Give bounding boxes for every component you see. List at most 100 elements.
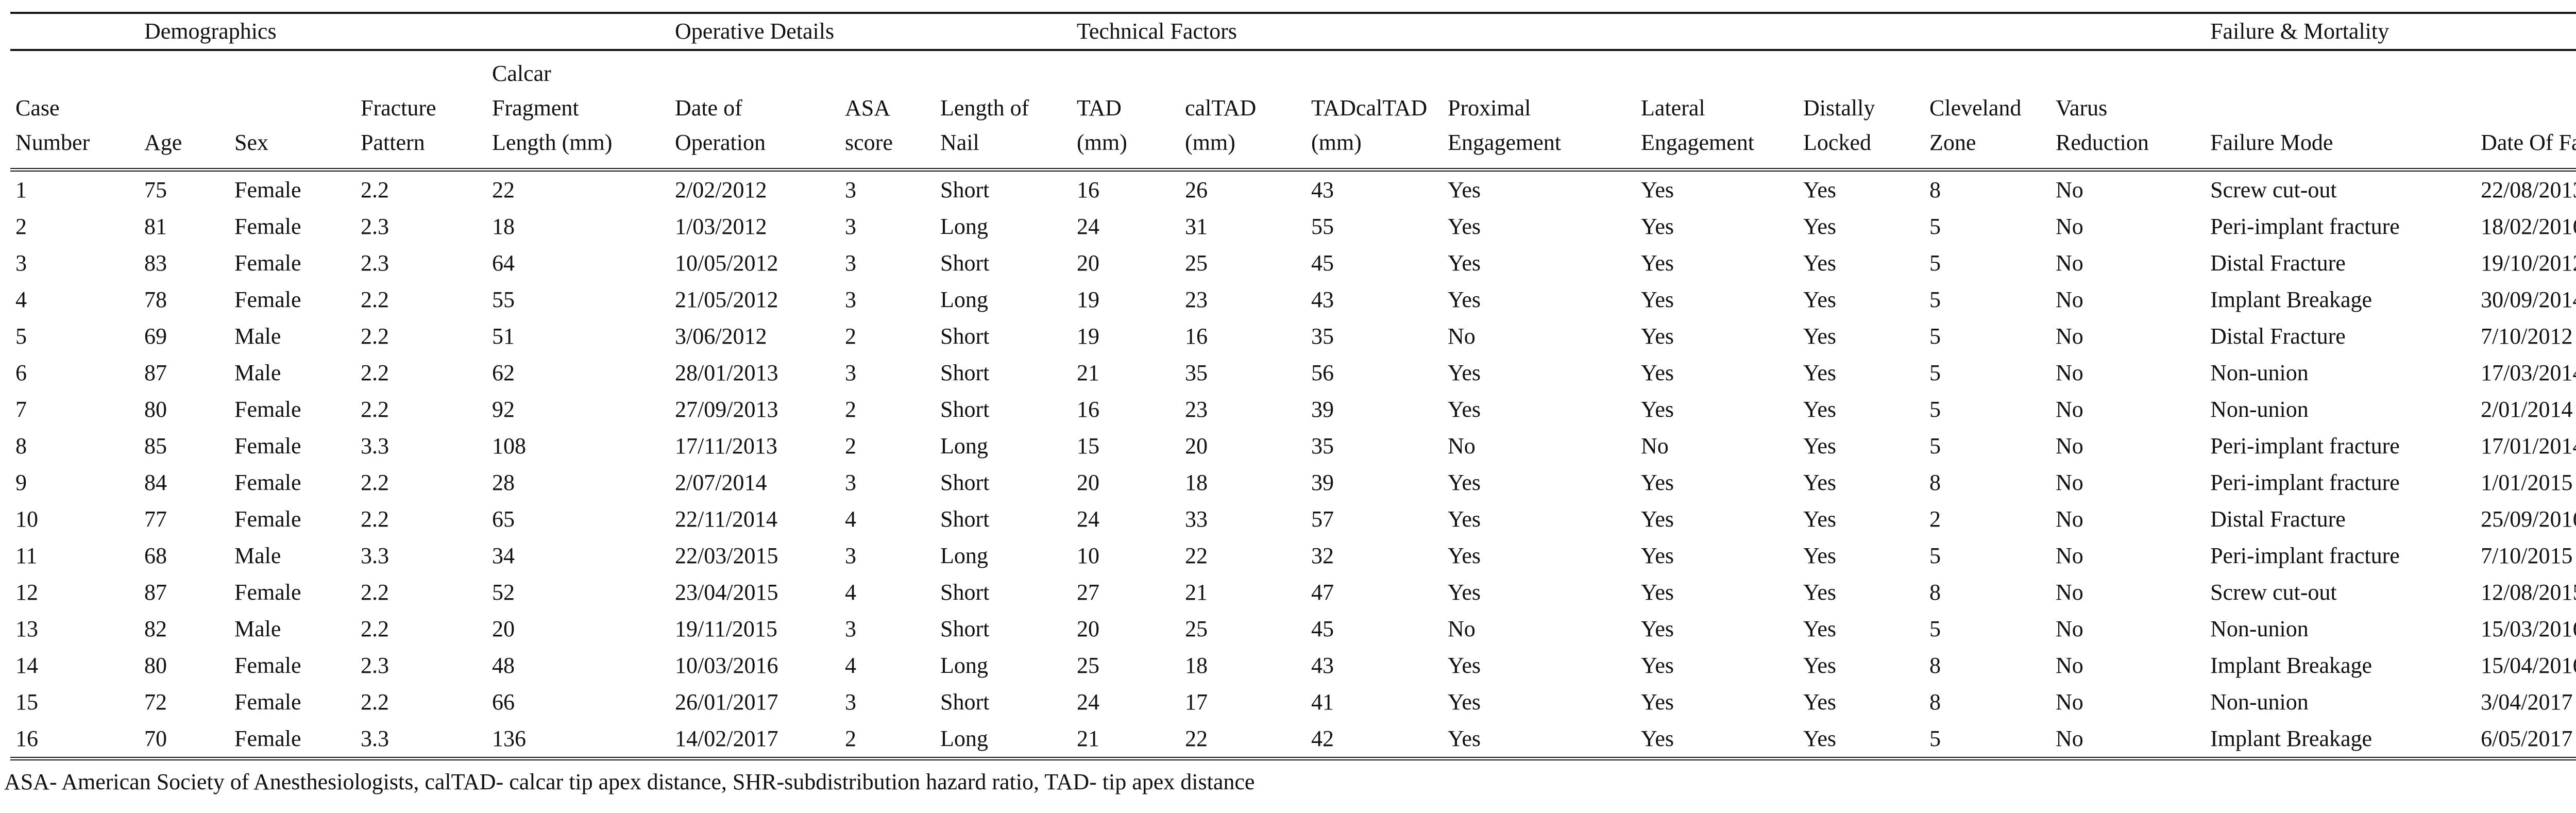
cell-date-of-operation: 19/11/2015 bbox=[675, 616, 777, 641]
table-row-case-8: 8 85 Female 3.3 108 17/11/2013 2 Long 15 20 35 No No… bbox=[10, 428, 2576, 464]
cell-case-number: 4 bbox=[15, 287, 27, 312]
table-row-case-7: 7 80 Female 2.2 92 27/09/2013 2 Short 16 23 39 Yes Y… bbox=[10, 391, 2576, 428]
column-header-case-number: Case Number bbox=[10, 50, 139, 172]
column-header-calcar-fragment-length-mm: Calcar Fragment Length (mm) bbox=[487, 50, 670, 172]
cell-cleveland-zone: 5 bbox=[1929, 433, 1941, 459]
cell-proximal-engagement: Yes bbox=[1448, 506, 1481, 532]
cell-failure-mode: Screw cut-out bbox=[2210, 177, 2337, 202]
cell-date-of-operation: 14/02/2017 bbox=[675, 726, 778, 751]
cell-date-of-failure: 12/08/2015 bbox=[2481, 580, 2576, 605]
cell-case-number: 14 bbox=[15, 653, 38, 678]
cell-tad-mm: 16 bbox=[1077, 177, 1100, 202]
cell-varus-reduction: No bbox=[2056, 580, 2083, 605]
cell-calcar-fragment-length-mm: 52 bbox=[492, 580, 515, 605]
cell-tadcaltad-mm: 41 bbox=[1311, 689, 1334, 715]
cell-fracture-pattern: 2.2 bbox=[361, 287, 389, 312]
cell-tad-mm: 25 bbox=[1077, 653, 1100, 678]
cell-calcar-fragment-length-mm: 64 bbox=[492, 250, 515, 276]
cell-case-number: 15 bbox=[15, 689, 38, 715]
cell-lateral-engagement: Yes bbox=[1641, 360, 1674, 385]
cell-sex: Female bbox=[234, 287, 301, 312]
cell-varus-reduction: No bbox=[2056, 360, 2083, 385]
cell-failure-mode: Non-union bbox=[2210, 689, 2309, 715]
cell-case-number: 2 bbox=[15, 214, 27, 239]
cell-calcar-fragment-length-mm: 18 bbox=[492, 214, 515, 239]
cell-varus-reduction: No bbox=[2056, 433, 2083, 459]
cell-date-of-operation: 10/05/2012 bbox=[675, 250, 778, 276]
cell-proximal-engagement: No bbox=[1448, 324, 1476, 349]
cell-length-of-nail: Short bbox=[940, 506, 990, 532]
cell-sex: Female bbox=[234, 506, 301, 532]
cell-failure-mode: Peri-implant fracture bbox=[2210, 543, 2400, 568]
cell-length-of-nail: Short bbox=[940, 324, 990, 349]
cell-date-of-failure: 18/02/2016 bbox=[2481, 214, 2576, 239]
cell-varus-reduction: No bbox=[2056, 177, 2083, 202]
cell-calcar-fragment-length-mm: 28 bbox=[492, 470, 515, 495]
cell-case-number: 1 bbox=[15, 177, 27, 202]
cell-proximal-engagement: Yes bbox=[1448, 580, 1481, 605]
cell-lateral-engagement: Yes bbox=[1641, 324, 1674, 349]
column-header-varus-reduction: Varus Reduction bbox=[2050, 50, 2206, 172]
column-header-sex: Sex bbox=[229, 50, 355, 172]
cell-tad-mm: 24 bbox=[1077, 689, 1100, 715]
cell-age: 81 bbox=[144, 214, 167, 239]
cell-lateral-engagement: Yes bbox=[1641, 177, 1674, 202]
table-row-case-13: 13 82 Male 2.2 20 19/11/2015 3 Short 20 25 45 No Yes… bbox=[10, 611, 2576, 647]
cell-tad-mm: 10 bbox=[1077, 543, 1100, 568]
cell-date-of-failure: 7/10/2015 bbox=[2481, 543, 2573, 568]
table-row-case-5: 5 69 Male 2.2 51 3/06/2012 2 Short 19 16 35 No Yes Ye… bbox=[10, 318, 2576, 354]
cell-calcar-fragment-length-mm: 34 bbox=[492, 543, 515, 568]
cell-tadcaltad-mm: 56 bbox=[1311, 360, 1334, 385]
cell-failure-mode: Non-union bbox=[2210, 360, 2309, 385]
cell-length-of-nail: Short bbox=[940, 580, 990, 605]
cell-length-of-nail: Long bbox=[940, 214, 988, 239]
cell-failure-mode: Implant Breakage bbox=[2210, 287, 2372, 312]
cell-fracture-pattern: 2.2 bbox=[361, 324, 389, 349]
cell-date-of-operation: 23/04/2015 bbox=[675, 580, 778, 605]
cell-date-of-failure: 25/09/2016 bbox=[2481, 506, 2576, 532]
cell-fracture-pattern: 2.3 bbox=[361, 653, 389, 678]
cell-asa-score: 3 bbox=[845, 689, 857, 715]
cell-calcar-fragment-length-mm: 66 bbox=[492, 689, 515, 715]
cell-sex: Female bbox=[234, 214, 301, 239]
table-row-case-11: 11 68 Male 3.3 34 22/03/2015 3 Long 10 22 32 Yes Yes… bbox=[10, 537, 2576, 574]
cell-lateral-engagement: Yes bbox=[1641, 506, 1674, 532]
column-header-length-of-nail: Length of Nail bbox=[935, 50, 1072, 172]
column-header-fracture-pattern: Fracture Pattern bbox=[355, 50, 487, 172]
cell-asa-score: 3 bbox=[845, 177, 857, 202]
cell-age: 84 bbox=[144, 470, 167, 495]
cell-caltad-mm: 22 bbox=[1185, 726, 1208, 751]
table-row-case-10: 10 77 Female 2.2 65 22/11/2014 4 Short 24 33 57 Yes… bbox=[10, 501, 2576, 537]
cell-date-of-operation: 1/03/2012 bbox=[675, 214, 767, 239]
cell-case-number: 13 bbox=[15, 616, 38, 641]
cell-case-number: 9 bbox=[15, 470, 27, 495]
cell-cleveland-zone: 5 bbox=[1929, 250, 1941, 276]
cell-asa-score: 3 bbox=[845, 543, 857, 568]
cell-asa-score: 2 bbox=[845, 397, 857, 422]
group-header-demographics: Demographics bbox=[139, 13, 670, 51]
cell-lateral-engagement: Yes bbox=[1641, 397, 1674, 422]
cell-failure-mode: Distal Fracture bbox=[2210, 506, 2346, 532]
cell-tad-mm: 21 bbox=[1077, 360, 1100, 385]
cell-cleveland-zone: 8 bbox=[1929, 580, 1941, 605]
cell-distally-locked: Yes bbox=[1803, 433, 1837, 459]
cell-case-number: 16 bbox=[15, 726, 38, 751]
cell-distally-locked: Yes bbox=[1803, 360, 1837, 385]
cell-fracture-pattern: 3.3 bbox=[361, 543, 389, 568]
cell-failure-mode: Peri-implant fracture bbox=[2210, 470, 2400, 495]
cell-sex: Female bbox=[234, 653, 301, 678]
cell-date-of-failure: 17/01/2014 bbox=[2481, 433, 2576, 459]
cell-tadcaltad-mm: 45 bbox=[1311, 250, 1334, 276]
cell-caltad-mm: 25 bbox=[1185, 616, 1208, 641]
cell-date-of-operation: 3/06/2012 bbox=[675, 324, 767, 349]
cell-proximal-engagement: Yes bbox=[1448, 250, 1481, 276]
cell-lateral-engagement: Yes bbox=[1641, 287, 1674, 312]
cell-distally-locked: Yes bbox=[1803, 580, 1837, 605]
table-row-case-16: 16 70 Female 3.3 136 14/02/2017 2 Long 21 22 42 Yes… bbox=[10, 720, 2576, 759]
cell-asa-score: 3 bbox=[845, 214, 857, 239]
cell-fracture-pattern: 3.3 bbox=[361, 433, 389, 459]
cell-failure-mode: Screw cut-out bbox=[2210, 580, 2337, 605]
cell-date-of-failure: 3/04/2017 bbox=[2481, 689, 2573, 715]
cell-sex: Male bbox=[234, 360, 281, 385]
cell-varus-reduction: No bbox=[2056, 653, 2083, 678]
